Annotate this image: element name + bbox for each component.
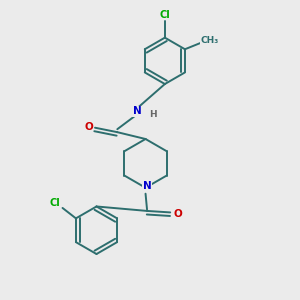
Text: N: N [143,181,152,191]
Text: N: N [133,106,142,116]
Text: O: O [84,122,93,132]
Text: CH₃: CH₃ [201,36,219,45]
Text: O: O [173,209,182,219]
Text: Cl: Cl [49,198,60,208]
Text: Cl: Cl [160,10,170,20]
Text: H: H [149,110,157,119]
